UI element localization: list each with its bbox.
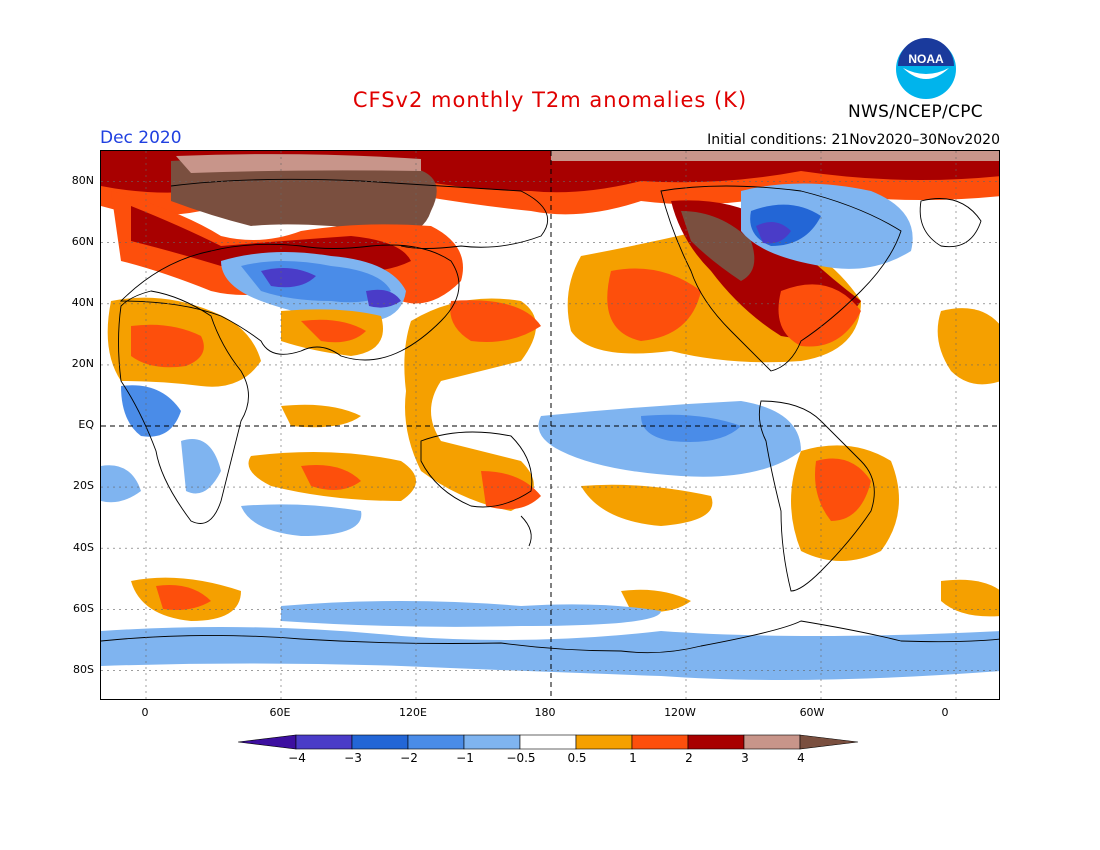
colorbar-swatch xyxy=(295,734,353,750)
anomaly-region xyxy=(581,484,713,526)
anomaly-region xyxy=(156,585,211,610)
anomaly-region xyxy=(181,439,221,494)
colorbar-label: 1 xyxy=(629,751,637,765)
lat-label: 20S xyxy=(73,479,94,492)
colorbar xyxy=(237,733,862,755)
coastlines xyxy=(101,178,999,654)
anomaly-region xyxy=(404,298,536,511)
anomaly-region xyxy=(681,211,755,281)
colorbar-label: −3 xyxy=(344,751,362,765)
colorbar-label: −1 xyxy=(456,751,474,765)
anomaly-region xyxy=(261,267,316,288)
colorbar-swatch xyxy=(575,734,633,750)
lat-label: EQ xyxy=(78,418,94,431)
anomaly-region xyxy=(131,206,411,273)
lat-label: 40S xyxy=(73,541,94,554)
anomaly-region xyxy=(815,458,871,521)
anomaly-region xyxy=(281,404,361,428)
logo-text: NOAA xyxy=(908,52,944,66)
colorbar-swatch xyxy=(407,734,465,750)
colorbar-swatch xyxy=(463,734,521,750)
anomaly-region xyxy=(301,465,361,490)
lat-label: 60N xyxy=(71,235,94,248)
lat-label: 60S xyxy=(73,602,94,615)
colorbar-label: 4 xyxy=(797,751,805,765)
anomaly-region xyxy=(241,504,362,536)
lon-label: 0 xyxy=(941,706,949,719)
lon-label: 60W xyxy=(799,706,825,719)
anomaly-region xyxy=(301,319,366,343)
colorbar-swatch xyxy=(687,734,745,750)
lon-label: 60E xyxy=(269,706,291,719)
lon-label: 180 xyxy=(534,706,556,719)
lat-label: 80S xyxy=(73,663,94,676)
anomaly-region xyxy=(621,589,691,613)
colorbar-swatch xyxy=(519,734,577,750)
anomaly-region xyxy=(481,471,541,510)
colorbar-swatch xyxy=(237,734,297,750)
lon-label: 0 xyxy=(141,706,149,719)
anomaly-map xyxy=(100,150,1000,700)
anomaly-region xyxy=(281,601,661,627)
colorbar-swatch xyxy=(631,734,689,750)
colorbar-label: −4 xyxy=(288,751,306,765)
colorbar-label: 3 xyxy=(741,751,749,765)
anomaly-region xyxy=(551,151,999,161)
lon-label: 120W xyxy=(664,706,696,719)
lat-label: 20N xyxy=(71,357,94,370)
lon-label: 120E xyxy=(399,706,427,719)
anomaly-region xyxy=(937,308,999,385)
anomaly-region xyxy=(366,289,401,308)
anomaly-region xyxy=(121,385,181,437)
anomaly-region xyxy=(450,300,541,342)
anomaly-region xyxy=(176,154,421,173)
anomaly-region xyxy=(607,268,701,341)
agency-label: NWS/NCEP/CPC xyxy=(848,102,983,122)
forecast-month: Dec 2020 xyxy=(100,128,182,148)
colorbar-swatch xyxy=(351,734,409,750)
initial-conditions: Initial conditions: 21Nov2020–30Nov2020 xyxy=(707,132,1000,148)
colorbar-label: −2 xyxy=(400,751,418,765)
lat-label: 40N xyxy=(71,296,94,309)
anomaly-region xyxy=(756,222,791,244)
colorbar-swatch xyxy=(799,734,859,750)
anomaly-region xyxy=(941,579,999,617)
anomaly-region xyxy=(641,414,741,442)
colorbar-label: 2 xyxy=(685,751,693,765)
colorbar-label: −0.5 xyxy=(506,751,536,765)
anomaly-region xyxy=(131,324,204,368)
anomaly-region xyxy=(101,465,141,503)
anomaly-region xyxy=(171,159,437,234)
colorbar-swatch xyxy=(743,734,801,750)
noaa-logo: NOAA xyxy=(895,38,957,104)
anomaly-region xyxy=(778,284,861,347)
colorbar-label: 0.5 xyxy=(567,751,587,765)
graticule xyxy=(101,151,999,699)
lat-label: 80N xyxy=(71,174,94,187)
chart-title: CFSv2 monthly T2m anomalies (K) xyxy=(352,88,748,112)
